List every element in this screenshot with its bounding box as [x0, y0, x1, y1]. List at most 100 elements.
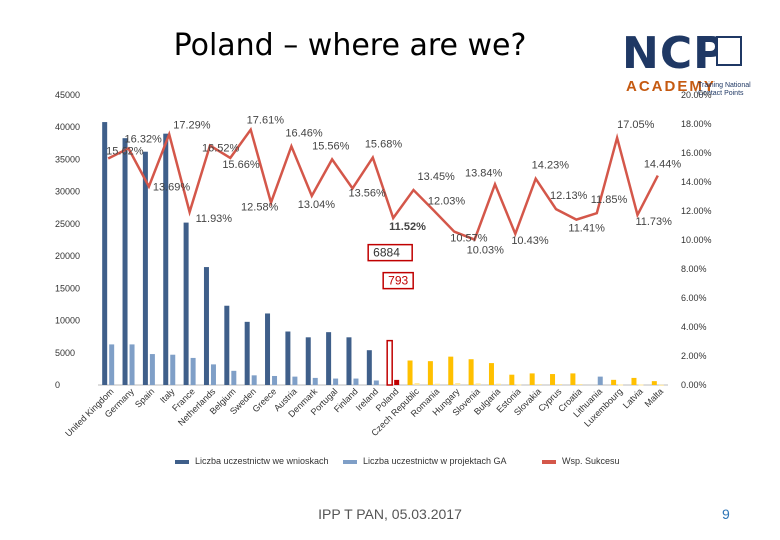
bar-ga-projects — [394, 379, 400, 385]
y-right-tick-label: 8.00% — [681, 264, 707, 274]
annotation-box-ga — [382, 271, 414, 290]
legend-swatch — [343, 460, 357, 464]
bar-ga-projects — [251, 375, 257, 385]
legend-swatch — [175, 460, 189, 464]
success-rate-label: 15.62% — [106, 146, 144, 158]
page-number: 9 — [722, 506, 730, 522]
bar-ga-projects — [149, 354, 155, 385]
bar-ga-projects — [557, 384, 563, 386]
bar-applications — [305, 337, 311, 385]
y-right-tick-label: 0.00% — [681, 380, 707, 390]
bar-applications — [366, 350, 372, 385]
bar-ga-projects — [658, 384, 664, 386]
y-right-tick-label: 12.00% — [681, 206, 712, 216]
success-rate-label: 15.56% — [312, 140, 350, 152]
category-label: Latvia — [621, 386, 645, 410]
success-rate-label: 15.66% — [222, 159, 260, 171]
annotation-ga: 793 — [388, 274, 408, 288]
bar-applications — [183, 222, 189, 385]
category-label: Spain — [133, 386, 156, 409]
bar-ga-projects — [414, 383, 420, 385]
y-right-tick-label: 14.00% — [681, 177, 712, 187]
bar-applications — [244, 321, 250, 385]
footer-text: IPP T PAN, 05.03.2017 — [318, 506, 462, 522]
y-right-tick-label: 4.00% — [681, 322, 707, 332]
success-rate-label: 14.23% — [532, 160, 570, 172]
y-left-tick-label: 40000 — [55, 122, 80, 132]
y-right-tick-label: 2.00% — [681, 351, 707, 361]
bar-applications — [285, 331, 291, 385]
bar-applications — [488, 363, 494, 385]
logo-ncp-text: NCP — [622, 28, 727, 79]
legend-label: Liczba uczestnictw we wnioskach — [195, 456, 329, 466]
annotation-box-applications — [367, 243, 413, 262]
y-left-tick-label: 15000 — [55, 283, 80, 293]
bar-applications — [265, 313, 271, 385]
bar-ga-projects — [638, 384, 644, 386]
bar-applications — [346, 337, 352, 385]
success-rate-label: 16.32% — [125, 133, 163, 145]
ncp-academy-logo: NCP ACADEMY Training National Contact Po… — [620, 28, 751, 100]
success-rate-label: 11.85% — [591, 194, 628, 206]
bar-applications — [529, 373, 535, 385]
y-left-tick-label: 35000 — [55, 154, 80, 164]
bar-ga-projects — [618, 384, 624, 386]
bar-applications — [203, 267, 209, 385]
bar-ga-projects — [373, 380, 379, 385]
legend-swatch — [542, 460, 556, 464]
bar-ga-projects — [109, 344, 115, 385]
logo-tagline: Training National Contact Points — [698, 82, 751, 97]
bar-applications — [651, 381, 657, 385]
bar-ga-projects — [434, 383, 440, 385]
legend-label: Wsp. Sukcesu — [562, 456, 620, 466]
bar-ga-projects — [536, 384, 542, 386]
bar-ga-projects — [292, 376, 298, 385]
bar-ga-projects — [577, 384, 583, 386]
bar-applications — [509, 374, 515, 385]
annotation-applications: 6884 — [373, 246, 400, 260]
bar-applications — [611, 379, 617, 385]
bar-applications — [163, 133, 169, 385]
success-rate-line — [107, 126, 659, 242]
success-rate-label: 12.58% — [241, 202, 279, 214]
bar-ga-projects — [455, 383, 461, 385]
y-left-tick-label: 20000 — [55, 251, 80, 261]
bar-ga-projects — [312, 377, 318, 385]
success-rate-label: 10.43% — [511, 235, 549, 247]
success-rate-label: 11.73% — [635, 216, 672, 228]
bar-ga-projects — [333, 378, 339, 385]
success-rate-label: 13.84% — [465, 167, 503, 179]
success-rate-label: 15.68% — [365, 139, 403, 151]
bar-applications — [122, 138, 128, 385]
y-right-tick-label: 16.00% — [681, 148, 712, 158]
y-right-tick-label: 20.00% — [681, 90, 712, 100]
y-left-tick-label: 45000 — [55, 90, 80, 100]
success-rate-label: 14.44% — [644, 159, 682, 171]
success-rate-label: 13.69% — [153, 181, 191, 193]
success-rate-label: 12.03% — [428, 196, 466, 208]
bar-applications — [407, 360, 413, 385]
bar-applications — [448, 356, 454, 385]
logo-academy-text: ACADEMY — [626, 78, 716, 95]
bar-applications — [142, 151, 148, 385]
bar-applications — [326, 332, 332, 385]
success-rate-label: 12.13% — [550, 190, 588, 202]
success-rate-label: 17.29% — [173, 119, 211, 131]
y-right-tick-label: 18.00% — [681, 119, 712, 129]
bar-applications — [386, 339, 393, 386]
success-rate-label: 17.05% — [617, 119, 655, 131]
success-rate-label: 11.41% — [568, 223, 605, 235]
slide-title: Poland – where are we? — [173, 28, 527, 63]
y-left-tick-label: 30000 — [55, 187, 80, 197]
bar-applications — [550, 374, 556, 385]
y-left-tick-label: 25000 — [55, 219, 80, 229]
legend-label: Liczba uczestnictw w projektach GA — [363, 456, 507, 466]
success-rate-label: 16.46% — [285, 127, 323, 139]
bar-applications — [468, 359, 474, 385]
bar-applications — [570, 373, 576, 385]
bar-applications — [102, 122, 108, 386]
bar-ga-projects — [597, 376, 603, 385]
y-right-tick-label: 6.00% — [681, 293, 707, 303]
success-rate-label: 16.52% — [202, 142, 240, 154]
